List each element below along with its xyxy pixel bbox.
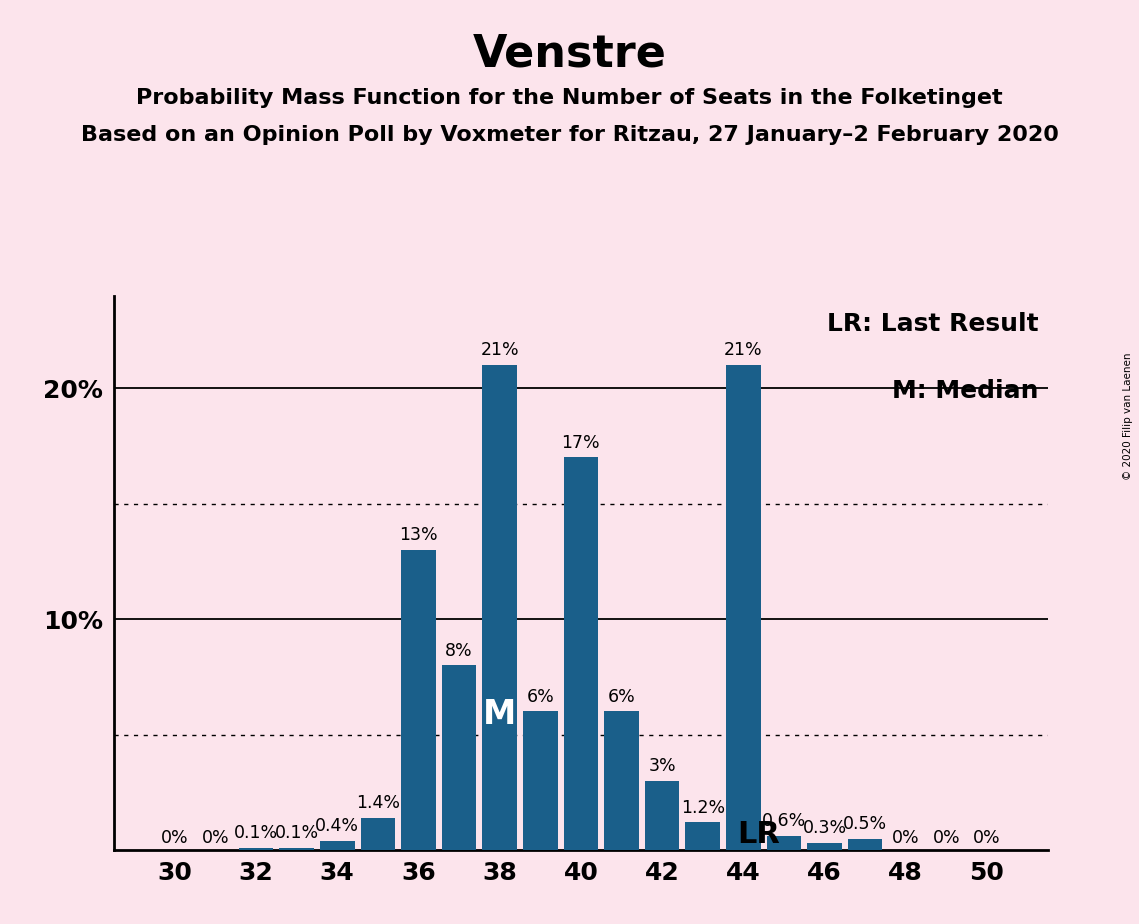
Text: M: Median: M: Median (892, 379, 1039, 403)
Text: 3%: 3% (648, 757, 675, 775)
Text: 21%: 21% (481, 341, 519, 359)
Bar (645, 781, 679, 850)
Text: 0%: 0% (161, 829, 189, 846)
Text: 0.4%: 0.4% (316, 817, 359, 835)
Bar (808, 843, 842, 850)
Text: Probability Mass Function for the Number of Seats in the Folketinget: Probability Mass Function for the Number… (137, 88, 1002, 108)
Text: 0.1%: 0.1% (274, 824, 319, 842)
Bar (401, 550, 436, 850)
Text: Based on an Opinion Poll by Voxmeter for Ritzau, 27 January–2 February 2020: Based on an Opinion Poll by Voxmeter for… (81, 125, 1058, 145)
Text: 1.2%: 1.2% (681, 798, 724, 817)
Bar (523, 711, 558, 850)
Text: 0.5%: 0.5% (843, 815, 887, 833)
Text: 6%: 6% (607, 687, 636, 706)
Text: 0%: 0% (202, 829, 229, 846)
Text: M: M (483, 698, 516, 731)
Bar (847, 839, 883, 850)
Bar (767, 836, 801, 850)
Text: 1.4%: 1.4% (355, 794, 400, 812)
Text: 0.3%: 0.3% (803, 820, 846, 837)
Text: Venstre: Venstre (473, 32, 666, 76)
Text: 6%: 6% (526, 687, 555, 706)
Text: 8%: 8% (445, 641, 473, 660)
Text: LR: LR (737, 821, 780, 849)
Bar (320, 841, 354, 850)
Bar (442, 665, 476, 850)
Text: 0%: 0% (892, 829, 919, 846)
Bar (686, 822, 720, 850)
Text: © 2020 Filip van Laenen: © 2020 Filip van Laenen (1123, 352, 1133, 480)
Bar (564, 457, 598, 850)
Text: 17%: 17% (562, 433, 600, 452)
Bar (361, 818, 395, 850)
Bar (239, 848, 273, 850)
Text: 21%: 21% (724, 341, 763, 359)
Bar (726, 365, 761, 850)
Bar (279, 848, 314, 850)
Bar (483, 365, 517, 850)
Bar (605, 711, 639, 850)
Text: LR: Last Result: LR: Last Result (827, 312, 1039, 336)
Text: 0.1%: 0.1% (233, 824, 278, 842)
Text: 0%: 0% (973, 829, 1001, 846)
Text: 0%: 0% (933, 829, 960, 846)
Text: 0.6%: 0.6% (762, 812, 806, 831)
Text: 13%: 13% (399, 526, 437, 544)
